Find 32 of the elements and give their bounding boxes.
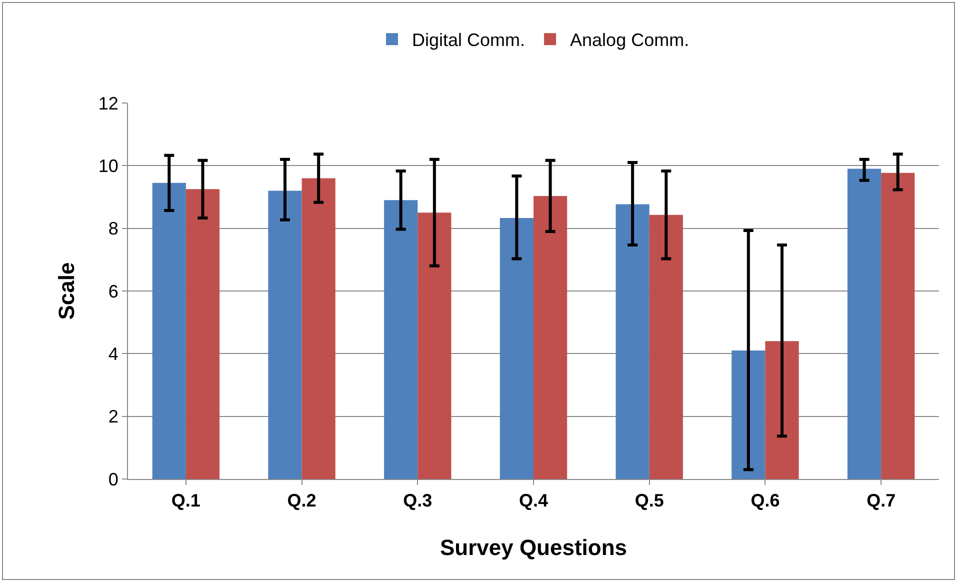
legend-label: Digital Comm.: [412, 30, 526, 50]
y-tick-label: 8: [108, 218, 118, 239]
y-tick-label: 10: [98, 156, 118, 176]
x-tick-label: Q.3: [403, 490, 432, 511]
bar: [152, 182, 186, 479]
x-tick-label: Q.5: [634, 490, 664, 511]
bar: [847, 168, 882, 479]
y-tick-label: 4: [108, 344, 118, 364]
bar: [384, 200, 418, 479]
y-axis-title: Scale: [54, 262, 79, 320]
x-tick-label: Q.7: [866, 490, 896, 511]
bar: [302, 178, 336, 479]
y-tick-label: 12: [98, 93, 118, 114]
y-tick-label: 6: [108, 281, 118, 302]
bar: [534, 196, 568, 479]
x-tick-label: Q.1: [171, 490, 200, 511]
bar: [418, 212, 452, 479]
legend-label: Analog Comm.: [570, 30, 690, 50]
x-tick-label: Q.2: [287, 490, 316, 511]
bar: [881, 172, 915, 479]
x-tick-label: Q.4: [518, 490, 548, 511]
bar: [765, 341, 799, 479]
bar: [616, 204, 650, 479]
bar: [500, 218, 534, 479]
y-tick-label: 2: [108, 406, 118, 427]
bar: [186, 189, 220, 479]
x-axis-title: Survey Questions: [440, 535, 628, 560]
x-tick-label: Q.6: [750, 490, 780, 511]
y-tick-label: 0: [108, 469, 118, 490]
bar: [732, 350, 766, 479]
bar: [268, 190, 302, 479]
bar: [649, 214, 683, 479]
